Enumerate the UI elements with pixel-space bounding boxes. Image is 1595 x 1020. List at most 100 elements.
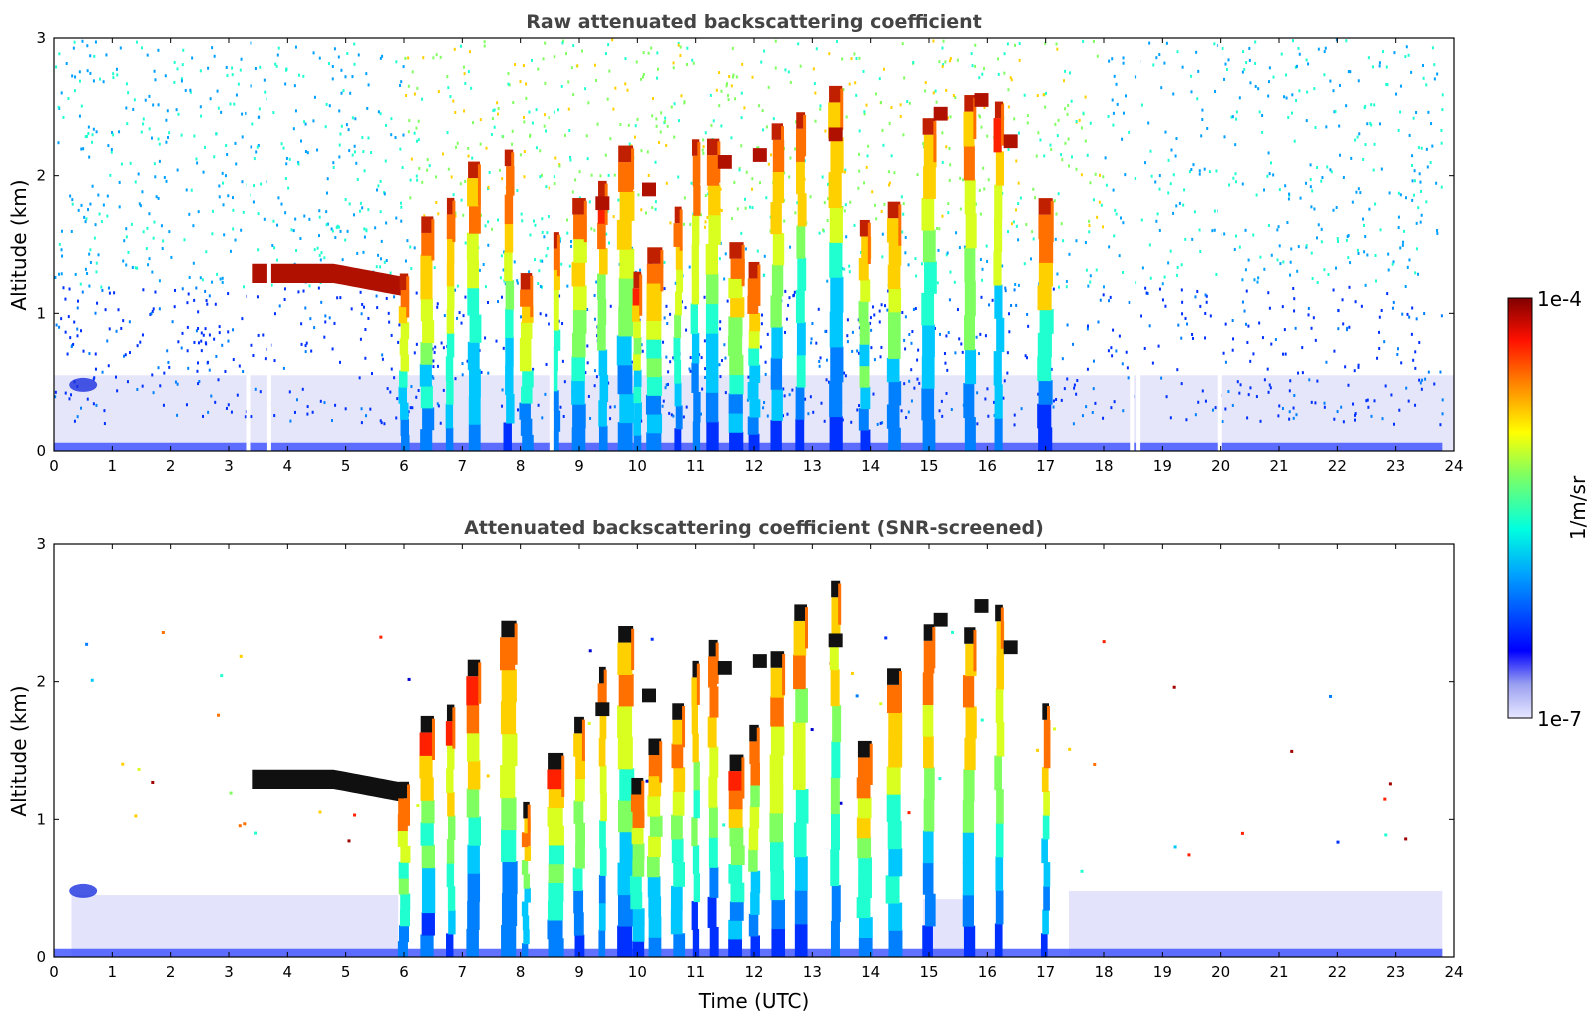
noise-pixel: [1155, 56, 1158, 60]
x-tick-label: 9: [574, 457, 584, 475]
x-tick-label: 12: [744, 457, 763, 475]
noise-pixel: [1276, 258, 1279, 262]
noise-pixel: [878, 320, 881, 324]
column-segment: [964, 281, 976, 317]
noise-pixel: [359, 209, 362, 213]
noise-pixel: [537, 282, 540, 286]
noise-pixel: [1267, 94, 1270, 98]
noise-pixel: [545, 129, 548, 133]
noise-pixel: [669, 312, 672, 316]
column-segment: [793, 654, 806, 690]
cloud-edge: [696, 663, 700, 705]
noise-pixel: [241, 180, 244, 184]
column-segment: [888, 311, 901, 336]
noise-pixel: [1403, 229, 1406, 233]
noise-pixel: [319, 399, 322, 403]
noise-pixel: [1252, 233, 1255, 237]
column-segment: [963, 925, 976, 957]
column-segment: [501, 829, 517, 863]
noise-pixel: [360, 407, 363, 411]
column-segment: [573, 214, 587, 240]
column-segment: [599, 374, 609, 402]
noise-pixel: [197, 361, 200, 365]
cloud-edge: [898, 671, 902, 713]
column-segment: [729, 431, 744, 451]
column-segment: [748, 913, 759, 937]
noise-pixel: [258, 115, 261, 119]
noise-pixel: [720, 89, 723, 93]
noise-pixel: [110, 148, 113, 152]
noise-pixel: [1317, 223, 1320, 227]
noise-pixel: [1436, 72, 1439, 76]
noise-pixel: [980, 125, 983, 129]
noise-pixel: [487, 185, 490, 189]
noise-pixel: [454, 110, 457, 114]
noise-pixel: [359, 290, 362, 294]
noise-pixel: [1095, 268, 1098, 272]
high-cloud: [642, 182, 656, 197]
noise-pixel: [860, 251, 863, 255]
column-segment: [1038, 427, 1053, 451]
noise-pixel: [128, 320, 131, 324]
noise-pixel: [367, 316, 370, 320]
noise-pixel: [884, 636, 888, 640]
column-segment: [995, 822, 1004, 858]
cloud-top: [770, 651, 785, 668]
column-segment: [1041, 767, 1049, 792]
column-segment: [523, 929, 530, 945]
noise-pixel: [1115, 82, 1118, 86]
noise-pixel: [76, 306, 79, 310]
noise-pixel: [231, 73, 234, 77]
noise-pixel: [1082, 39, 1085, 43]
noise-pixel: [1066, 112, 1069, 116]
noise-pixel: [1042, 93, 1045, 97]
noise-pixel: [347, 839, 351, 843]
noise-pixel: [97, 253, 100, 257]
noise-pixel: [331, 418, 334, 422]
column-segment: [691, 244, 699, 275]
noise-pixel: [904, 235, 907, 239]
noise-pixel: [1149, 149, 1152, 153]
column-segment: [505, 308, 514, 339]
noise-pixel: [655, 117, 658, 121]
noise-pixel: [449, 95, 452, 99]
noise-pixel: [1421, 378, 1424, 382]
noise-pixel: [593, 293, 596, 297]
noise-pixel: [1221, 46, 1224, 50]
noise-pixel: [751, 75, 754, 79]
noise-pixel: [685, 405, 688, 409]
column-segment: [860, 429, 871, 451]
noise-pixel: [640, 77, 643, 81]
noise-pixel: [275, 64, 278, 68]
cloud-column: [727, 242, 745, 451]
noise-pixel: [907, 811, 911, 815]
noise-pixel: [783, 219, 786, 223]
noise-pixel: [619, 123, 622, 127]
high-cloud: [828, 127, 843, 142]
noise-pixel: [229, 791, 233, 795]
x-tick-label: 16: [978, 457, 997, 475]
noise-pixel: [561, 41, 564, 45]
noise-pixel: [280, 142, 283, 146]
noise-pixel: [145, 247, 148, 251]
noise-pixel: [821, 175, 824, 179]
noise-pixel: [1205, 294, 1208, 298]
noise-pixel: [984, 334, 987, 338]
noise-pixel: [826, 279, 829, 283]
noise-pixel: [164, 74, 167, 78]
noise-pixel: [221, 276, 224, 280]
noise-pixel: [377, 110, 380, 114]
noise-pixel: [1336, 239, 1339, 243]
column-segment: [398, 798, 409, 816]
noise-pixel: [997, 72, 1000, 76]
noise-pixel: [146, 53, 149, 57]
column-segment: [886, 218, 900, 243]
noise-pixel: [493, 125, 496, 129]
noise-pixel: [1276, 228, 1279, 232]
noise-pixel: [82, 349, 85, 353]
column-segment: [522, 915, 530, 931]
noise-pixel: [880, 345, 883, 349]
noise-pixel: [1139, 314, 1142, 318]
noise-pixel: [171, 320, 174, 324]
noise-pixel: [122, 319, 125, 323]
